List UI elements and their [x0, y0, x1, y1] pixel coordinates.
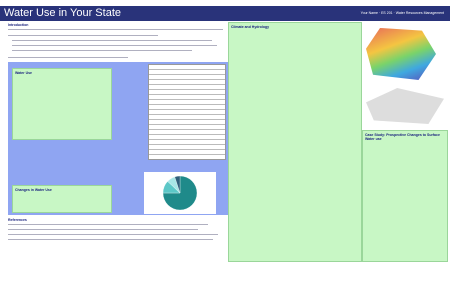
case-study-heading: Case Study: Prospective Changes to Surfa… — [365, 133, 440, 141]
text-line — [8, 29, 223, 30]
water-use-box: Water Use — [12, 68, 112, 140]
text-line — [12, 50, 192, 51]
map — [366, 28, 436, 80]
changes-heading: Changes in Water Use — [15, 188, 52, 192]
text-line — [8, 234, 218, 235]
text-line — [8, 229, 198, 230]
diagram — [366, 88, 444, 124]
intro-heading: Introduction — [8, 23, 29, 27]
left-panel: Water Use Changes in Water Use — [8, 62, 228, 215]
pie-slice — [174, 175, 181, 194]
text-line — [8, 35, 158, 36]
title: Water Use in Your State — [4, 7, 121, 19]
chart-box — [144, 172, 216, 214]
water-use-heading: Water Use — [15, 71, 32, 75]
text-line — [12, 45, 217, 46]
references-heading: References — [8, 218, 27, 222]
case-study-box: Case Study: Prospective Changes to Surfa… — [362, 130, 448, 262]
text-line — [8, 57, 128, 58]
table — [148, 64, 226, 160]
text-line — [12, 40, 212, 41]
changes-box: Changes in Water Use — [12, 185, 112, 213]
pie-chart — [162, 175, 198, 211]
climate-heading: Climate and Hydrology — [231, 25, 270, 29]
text-line — [8, 239, 213, 240]
byline: Your Name · ES 201 · Water Resources Man… — [360, 11, 444, 15]
title-bar: Water Use in Your State Your Name · ES 2… — [0, 6, 450, 21]
climate-box: Climate and Hydrology — [228, 22, 362, 262]
text-line — [8, 224, 208, 225]
